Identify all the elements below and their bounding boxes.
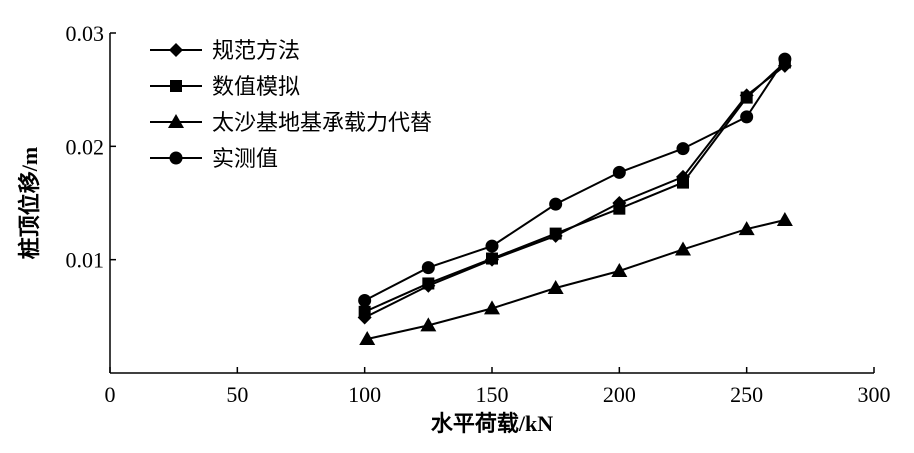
series-triangle — [359, 212, 793, 345]
legend-entry: 数值模拟 — [150, 74, 300, 99]
series-line — [364, 61, 786, 313]
series-line — [366, 219, 786, 340]
data-point-circle — [421, 261, 435, 275]
x-tick-label: 50 — [226, 382, 248, 407]
legend-marker-diamond — [169, 43, 183, 57]
data-point-circle — [740, 110, 754, 124]
data-point-triangle — [420, 317, 437, 332]
legend-marker-circle — [169, 151, 183, 165]
data-point-circle — [778, 52, 792, 66]
data-point-square — [549, 227, 562, 240]
x-tick-label: 150 — [476, 382, 509, 407]
legend-label: 规范方法 — [212, 38, 300, 63]
series — [357, 52, 793, 345]
y-tick-label: 0.01 — [66, 248, 105, 273]
data-point-circle — [676, 142, 690, 156]
legend-entry: 太沙基地基承载力代替 — [150, 110, 432, 135]
x-tick-label: 250 — [730, 382, 763, 407]
data-point-triangle — [359, 331, 376, 345]
series-line — [364, 58, 786, 302]
series-line — [364, 65, 786, 319]
legend-label: 实测值 — [212, 146, 278, 171]
data-point-triangle — [675, 241, 691, 256]
y-tick-label: 0.02 — [66, 134, 105, 159]
legend-marker-triangle — [168, 114, 184, 128]
data-point-circle — [485, 239, 499, 253]
legend-marker-square — [170, 80, 182, 92]
series-circle — [358, 52, 792, 307]
data-point-square — [422, 277, 435, 290]
data-point-square — [740, 91, 753, 104]
y-tick-label: 0.03 — [66, 21, 105, 46]
data-point-square — [613, 202, 626, 215]
x-tick-label: 300 — [858, 382, 891, 407]
series-square — [358, 56, 791, 318]
data-point-square — [358, 305, 371, 318]
x-tick-label: 100 — [348, 382, 381, 407]
data-point-triangle — [776, 212, 793, 226]
legend-entry: 规范方法 — [150, 38, 300, 63]
data-point-triangle — [547, 280, 564, 294]
x-tick-label: 0 — [105, 382, 116, 407]
data-point-square — [486, 252, 498, 265]
y-axis-title: 桩顶位移/m — [17, 147, 42, 259]
data-point-circle — [612, 165, 626, 179]
legend-label: 太沙基地基承载力代替 — [212, 110, 432, 135]
legend-label: 数值模拟 — [212, 74, 300, 99]
data-point-triangle — [484, 300, 500, 315]
data-point-triangle — [738, 221, 755, 236]
data-point-circle — [358, 293, 372, 307]
data-point-circle — [549, 197, 563, 211]
data-point-square — [677, 176, 689, 189]
legend-entry: 实测值 — [150, 146, 278, 171]
x-tick-label: 200 — [603, 382, 636, 407]
data-point-triangle — [611, 263, 628, 277]
x-axis-title: 水平荷载/kN — [431, 411, 553, 436]
ticks: 0 50 100 150 200 250 300 0.01 0.02 0.03 — [66, 21, 891, 407]
